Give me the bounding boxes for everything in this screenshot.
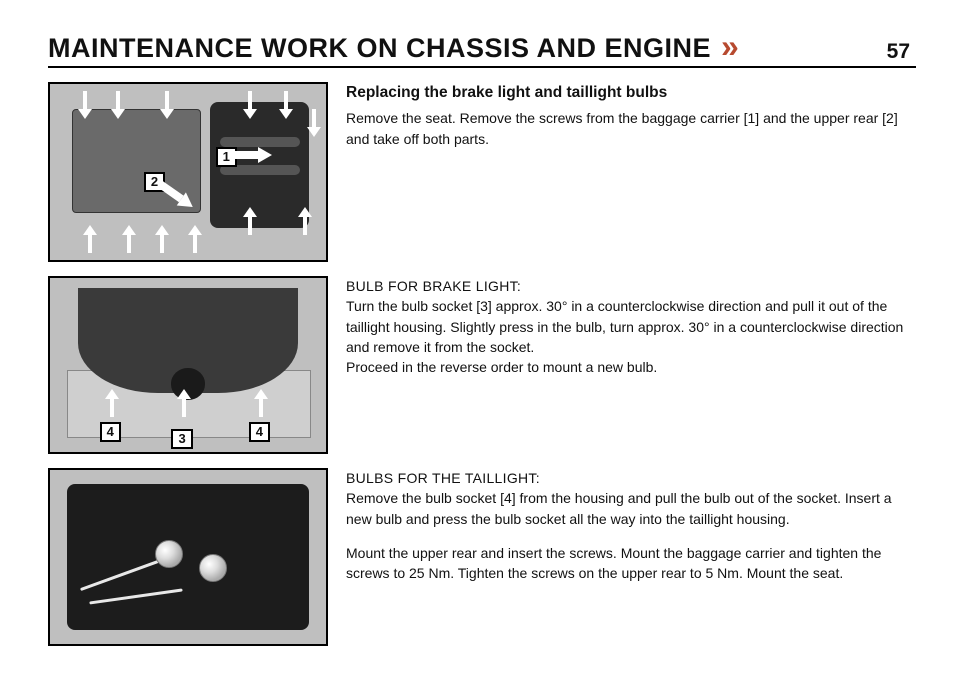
arrow-up-icon <box>83 225 97 253</box>
page-number: 57 <box>887 40 916 64</box>
section-2-text: BULB FOR BRAKE LIGHT: Turn the bulb sock… <box>346 276 916 454</box>
figure-1: 1 2 <box>48 82 328 262</box>
section-3-heading: BULBS FOR THE TAILLIGHT: <box>346 468 916 488</box>
section-2-heading: BULB FOR BRAKE LIGHT: <box>346 276 916 296</box>
page: MAINTENANCE WORK ON CHASSIS AND ENGINE »… <box>0 0 954 675</box>
figure-2: 4 3 4 <box>48 276 328 454</box>
header-title: MAINTENANCE WORK ON CHASSIS AND ENGINE <box>48 33 711 64</box>
section-1-text: Replacing the brake light and taillight … <box>346 82 916 262</box>
page-header: MAINTENANCE WORK ON CHASSIS AND ENGINE »… <box>48 24 916 64</box>
callout-label-4: 4 <box>100 422 121 442</box>
section-3-text: BULBS FOR THE TAILLIGHT: Remove the bulb… <box>346 468 916 646</box>
arrow-up-icon <box>122 225 136 253</box>
bulb-socket-shape <box>171 368 204 399</box>
content-grid: 1 2 Replacing the brake light and tailli… <box>48 82 916 646</box>
callout-label-3: 3 <box>171 429 192 449</box>
figure-3 <box>48 468 328 646</box>
section-3-para1: Remove the bulb socket [4] from the hous… <box>346 488 916 529</box>
bulb-shape <box>199 554 227 582</box>
section-2-para2: Proceed in the reverse order to mount a … <box>346 357 916 377</box>
callout-label-4: 4 <box>249 422 270 442</box>
arrow-up-icon <box>188 225 202 253</box>
section-1-subtitle: Replacing the brake light and taillight … <box>346 82 916 104</box>
bulb-shape <box>155 540 183 568</box>
section-1-para: Remove the seat. Remove the screws from … <box>346 108 916 149</box>
spacer <box>346 529 916 543</box>
housing-cavity-shape <box>67 484 310 630</box>
header-rule <box>48 66 916 68</box>
chevron-right-icon: » <box>721 30 739 62</box>
section-3-para2: Mount the upper rear and insert the scre… <box>346 543 916 584</box>
arrow-up-icon <box>155 225 169 253</box>
section-2-para1: Turn the bulb socket [3] approx. 30° in … <box>346 296 916 357</box>
arrow-right-icon <box>232 147 272 163</box>
header-title-group: MAINTENANCE WORK ON CHASSIS AND ENGINE » <box>48 32 739 64</box>
